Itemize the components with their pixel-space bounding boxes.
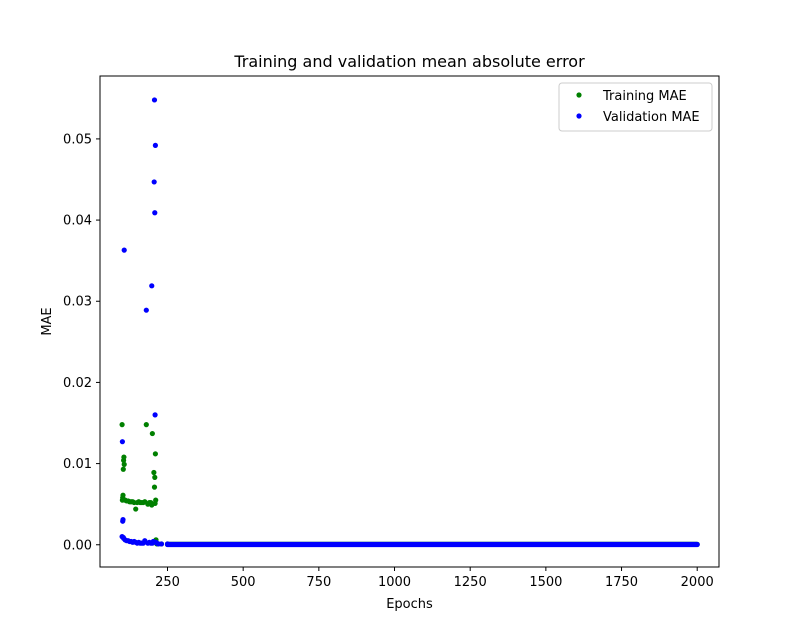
series-1-point-1 [119,439,125,445]
series-1-point-6 [121,247,127,253]
series-0-point-29 [151,484,158,490]
series-1-point-21 [143,307,149,313]
series-1-point-29 [151,97,158,103]
series-0-point-0 [119,422,125,428]
series-1-point-25 [149,283,155,289]
x-axis-ticks: 250 500 750 1000 1250 1500 1750 2000 [155,567,714,590]
data-marks [119,97,700,548]
x-tick-label-5: 1500 [529,575,562,590]
series-1-point-36 [158,541,165,547]
series-0-point-4 [120,466,126,472]
legend-marker-validation [576,113,582,119]
series-1-point-30 [152,210,158,216]
legend-label-validation: Validation MAE [603,110,700,125]
x-tick-label-1: 500 [231,575,256,590]
series-0-point-32 [152,451,158,457]
x-tick-label-2: 750 [306,575,331,590]
series-0-point-3 [120,492,126,498]
series-1-point-32 [152,142,158,149]
legend-marker-training [576,92,582,98]
legend-label-training: Training MAE [602,89,687,104]
series-0-point-7 [121,461,127,468]
series-0-point-27 [149,430,155,437]
y-tick-label-2: 0.02 [63,376,92,391]
series-1-point-31 [152,412,158,418]
y-tick-label-5: 0.05 [63,132,92,147]
y-axis-ticks: 0.00 0.01 0.02 0.03 0.04 0.05 [63,132,100,553]
legend-box [558,82,713,132]
y-tick-label-1: 0.01 [63,457,92,472]
series-0-point-33 [153,497,159,503]
series-0-point-30 [152,474,158,480]
x-tick-label-6: 1750 [605,575,638,590]
legend: Training MAE Validation MAE [558,82,713,132]
x-tick-label-7: 2000 [681,575,714,590]
series-1-point-3 [120,516,126,523]
x-tick-label-0: 250 [155,575,180,590]
plot-frame [99,75,720,568]
x-tick-label-4: 1250 [454,575,487,590]
y-axis-label: MAE [40,307,55,335]
series-0-point-6 [121,454,127,460]
chart-title: Training and validation mean absolute er… [233,52,585,71]
series-0-point-15 [133,506,139,512]
x-tick-label-3: 1000 [378,575,411,590]
series-1 [119,97,700,548]
series-0-point-22 [143,422,149,428]
series-1-point-28 [151,179,157,185]
y-tick-label-0: 0.00 [63,538,92,553]
series-1-point-37 [164,541,171,547]
x-axis-label: Epochs [386,597,433,612]
plot-area [100,76,719,567]
y-tick-label-3: 0.03 [63,295,92,310]
y-tick-label-4: 0.04 [63,214,92,229]
series-0-point-28 [151,469,157,476]
